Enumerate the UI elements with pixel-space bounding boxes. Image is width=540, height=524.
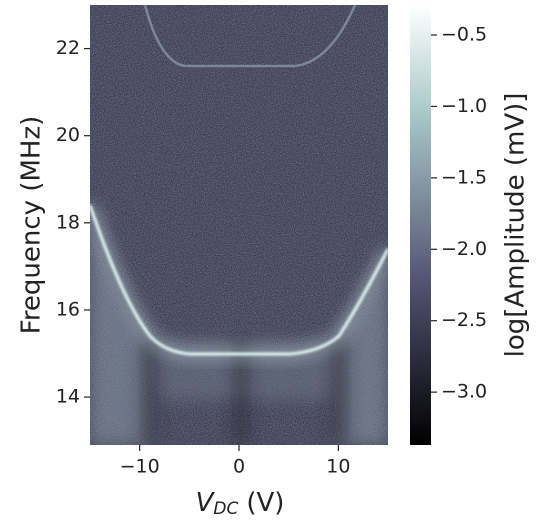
colorbar-tick-label: −2.5 (441, 309, 487, 331)
x-axis-label: VDC (V) (196, 488, 285, 520)
colorbar-tick-label: −2.0 (441, 238, 487, 260)
bright-mode (90, 204, 388, 356)
heatmap (90, 5, 388, 445)
faint-mode (143, 5, 357, 68)
y-axis-label: Frequency (MHz) (17, 116, 47, 335)
colorbar-tick-label: −3.0 (441, 381, 487, 403)
x-tick-label: 0 (233, 456, 245, 478)
y-tick-label: 14 (56, 386, 80, 408)
colorbar-tick-label: −1.5 (441, 166, 487, 188)
x-label-main: V (196, 488, 216, 518)
y-tick-label: 20 (56, 124, 80, 146)
y-tick-label: 16 (56, 298, 80, 320)
colorbar-tick-label: −1.0 (441, 95, 487, 117)
x-tick-label: 10 (326, 456, 350, 478)
x-label-unit: (V) (246, 488, 284, 518)
y-tick-label: 22 (56, 37, 80, 59)
colorbar-label: log[Amplitude (mV)] (501, 93, 531, 358)
colorbar-tick-label: −0.5 (441, 24, 487, 46)
y-tick-label: 18 (56, 211, 80, 233)
colorbar (410, 5, 431, 445)
dark-stripes (142, 340, 347, 445)
x-tick-label: −10 (120, 456, 160, 478)
x-label-sub: DC (213, 499, 238, 519)
